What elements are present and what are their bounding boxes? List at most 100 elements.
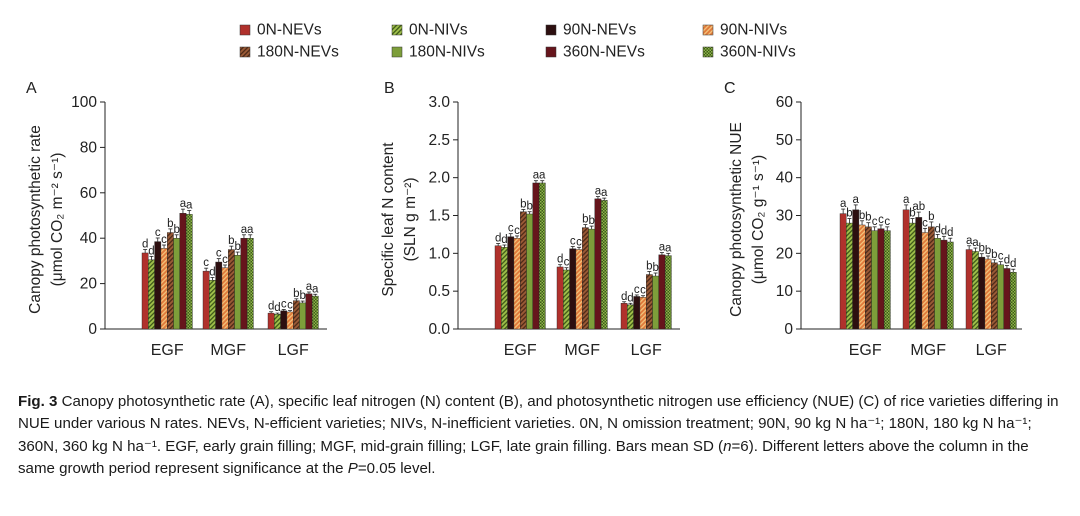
significance-letter: c: [508, 223, 514, 235]
significance-letter: a: [840, 198, 847, 210]
y-tick-label: 40: [776, 170, 794, 187]
significance-letter: c: [161, 234, 167, 246]
significance-letter: c: [570, 236, 576, 248]
significance-letter: c: [216, 248, 222, 260]
significance-letter: a: [247, 224, 254, 236]
bar-EGF-90N-NIVs: [513, 237, 521, 330]
bar-EGF-180N-NIVs: [871, 230, 879, 330]
y-axis-label: Canopy photosynthetic NUE: [728, 122, 745, 317]
bar-MGF-0N-NIVs: [563, 269, 570, 330]
significance-letter: b: [846, 208, 852, 220]
bar-MGF-360N-NEVs: [594, 198, 602, 330]
bar-LGF-0N-NIVs: [972, 251, 979, 330]
bar-MGF-90N-NIVs: [221, 267, 229, 330]
bar-LGF-360N-NIVs: [1009, 272, 1017, 330]
bar-MGF-360N-NIVs: [946, 241, 954, 330]
significance-letter: b: [909, 208, 915, 220]
bar-MGF-90N-NEVs: [915, 217, 923, 330]
bar-LGF-90N-NIVs: [639, 297, 647, 330]
bar-EGF-180N-NEVs: [865, 226, 872, 330]
bar-EGF-360N-NIVs: [538, 182, 546, 330]
legend-label-8: 360N-NIVs: [720, 44, 796, 61]
significance-letter: c: [287, 300, 293, 312]
legend: 0N-NEVs 0N-NIVs 90N-NEVs 90N-NIVs 180N-NEVs 1…: [239, 22, 796, 61]
bar-MGF-180N-NIVs: [934, 237, 942, 330]
significance-letter: b: [173, 224, 179, 236]
bar-EGF-0N-NIVs: [846, 222, 853, 330]
bar-LGF-180N-NIVs: [299, 302, 307, 330]
bar-LGF-180N-NEVs: [646, 274, 653, 330]
significance-letter: d: [627, 292, 633, 304]
bar-MGF-90N-NIVs: [921, 232, 929, 330]
bar-EGF-180N-NIVs: [526, 213, 534, 330]
bar-EGF-360N-NIVs: [883, 230, 891, 330]
legend-label-6: 180N-NIVs: [409, 44, 485, 61]
bar-MGF-90N-NEVs: [215, 261, 223, 330]
significance-letter: a: [903, 194, 910, 206]
significance-letter: d: [209, 266, 215, 278]
significance-letter: b: [520, 198, 526, 210]
bar-EGF-90N-NEVs: [852, 209, 860, 330]
panel-letter: C: [724, 80, 736, 97]
significance-letter: a: [312, 283, 319, 295]
y-tick-label: 50: [776, 132, 794, 149]
bar-MGF-90N-NIVs: [575, 249, 583, 330]
significance-letter: c: [576, 236, 582, 248]
y-tick-label: 100: [71, 94, 97, 111]
x-tick-label: EGF: [504, 342, 537, 359]
significance-letter: d: [947, 227, 953, 239]
bar-EGF-0N-NEVs: [141, 252, 149, 330]
significance-letter: d: [941, 225, 947, 237]
bar-EGF-180N-NIVs: [173, 237, 181, 330]
significance-letter: d: [148, 245, 154, 257]
legend-label-1: 0N-NEVs: [257, 22, 322, 39]
significance-letter: a: [186, 200, 193, 212]
significance-letter: b: [928, 211, 934, 223]
significance-letter: c: [998, 251, 1004, 263]
legend-label-4: 90N-NIVs: [720, 22, 787, 39]
bar-LGF-90N-NEVs: [633, 296, 641, 330]
caption-text-3: =0.05 level.: [357, 460, 436, 478]
legend-label-2: 0N-NIVs: [409, 22, 468, 39]
chart-panel-A: A 0 20 40 60 80 100 Canopy photosynthetic rate (…: [26, 80, 327, 359]
significance-letter: a: [853, 194, 860, 206]
significance-letter: b: [985, 245, 991, 257]
y-tick-label: 0: [88, 321, 97, 338]
y-tick-label: 1.5: [428, 208, 450, 225]
significance-letter: b: [652, 262, 658, 274]
x-tick-label: LGF: [631, 342, 662, 359]
significance-letter: d: [934, 223, 940, 235]
y-tick-label: 2.0: [428, 170, 450, 187]
significance-letter: c: [922, 217, 928, 229]
significance-letter: b: [991, 249, 997, 261]
y-tick-label: 60: [776, 94, 794, 111]
significance-letter: a: [595, 186, 602, 198]
bar-LGF-0N-NEVs: [267, 312, 275, 330]
caption-n-italic: n: [723, 437, 732, 455]
significance-letter: a: [659, 242, 666, 254]
x-tick-label: LGF: [278, 342, 309, 359]
significance-letter: c: [640, 285, 646, 297]
legend-swatch-3: [545, 24, 557, 36]
legend-swatch-7: [545, 46, 557, 58]
bar-MGF-360N-NEVs: [940, 239, 948, 330]
bar-MGF-90N-NEVs: [569, 248, 577, 330]
bar-EGF-0N-NEVs: [839, 213, 847, 330]
x-tick-label: MGF: [564, 342, 600, 359]
significance-letter: c: [878, 214, 884, 226]
significance-letter: a: [601, 187, 608, 199]
legend-swatch-4: [702, 24, 714, 36]
significance-letter: c: [222, 254, 228, 266]
bar-MGF-0N-NEVs: [902, 209, 910, 330]
significance-letter: c: [884, 216, 890, 228]
significance-letter: c: [564, 257, 570, 269]
y-axis-label: Canopy photosynthetic rate: [27, 125, 44, 314]
panel-letter: B: [384, 80, 395, 97]
bar-MGF-180N-NEVs: [227, 249, 235, 330]
bar-EGF-0N-NEVs: [494, 245, 502, 330]
bar-EGF-360N-NEVs: [179, 213, 187, 330]
bar-MGF-180N-NEVs: [582, 227, 589, 330]
x-tick-label: LGF: [976, 342, 1007, 359]
y-tick-label: 2.5: [428, 132, 450, 149]
